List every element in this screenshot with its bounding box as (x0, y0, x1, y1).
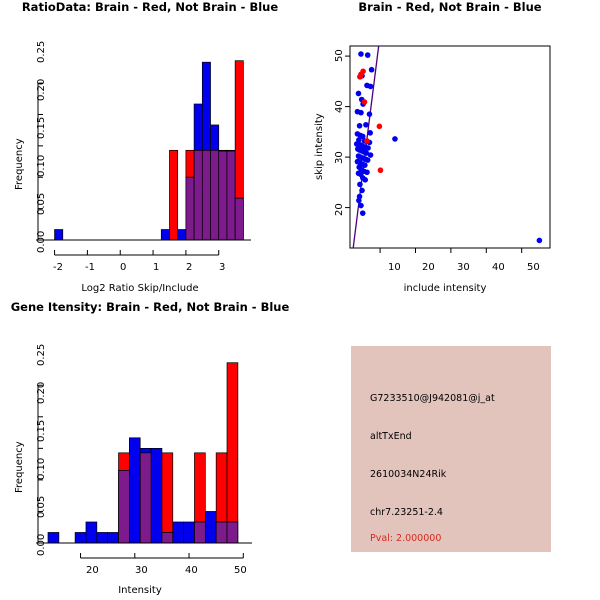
intensity-scatter-title: Brain - Red, Not Brain - Blue (358, 0, 542, 14)
ratio-ytick-4: 0.20 (36, 78, 47, 101)
ratio-histogram-title: RatioData: Brain - Red, Not Brain - Blue (21, 0, 279, 14)
gene-ytick-2: 0.10 (36, 457, 47, 480)
gene-xtick-2: 40 (185, 565, 198, 576)
scatter-ytick-2: 40 (334, 100, 345, 113)
ratio-ytick-1: 0.05 (36, 192, 47, 215)
intensity-scatter-plot (345, 45, 551, 253)
scatter-xtick-0: 10 (388, 262, 401, 273)
scatter-ytick-1: 30 (334, 151, 345, 164)
ratio-xtick-5: 3 (219, 262, 226, 273)
ratio-histogram-ylabel: Frequency (14, 138, 25, 190)
gene-ytick-5: 0.25 (36, 343, 47, 366)
ratio-ytick-3: 0.15 (36, 116, 47, 139)
ratio-xtick-4: 2 (186, 262, 193, 273)
gene-info-box: G7233510@J942081@j_at altTxEnd 2610034N2… (351, 346, 551, 552)
gene-intensity-xlabel: Intensity (118, 585, 162, 596)
scatter-ytick-3: 50 (334, 49, 345, 62)
gene-intensity-histogram-title: Gene Itensity: Brain - Red, Not Brain - … (10, 300, 290, 314)
ratio-histogram-panel: RatioData: Brain - Red, Not Brain - Blue… (0, 0, 300, 300)
info-gene-symbol: 2610034N24Rik (370, 469, 447, 480)
ratio-ytick-0: 0.00 (36, 230, 47, 253)
ratio-xtick-3: 1 (153, 262, 160, 273)
ratio-ytick-5: 0.25 (36, 40, 47, 63)
gene-xtick-1: 30 (135, 565, 148, 576)
intensity-scatter-ylabel: skip intensity (314, 113, 325, 180)
gene-ytick-3: 0.15 (36, 419, 47, 442)
ratio-xtick-2: 0 (120, 262, 127, 273)
ratio-xtick-1: -1 (85, 262, 95, 273)
intensity-scatter-xlabel: include intensity (403, 283, 487, 294)
gene-ytick-4: 0.20 (36, 381, 47, 404)
gene-xtick-0: 20 (86, 565, 99, 576)
gene-intensity-histogram-panel: Gene Itensity: Brain - Red, Not Brain - … (0, 300, 300, 600)
scatter-xtick-2: 30 (457, 262, 470, 273)
info-pval: Pval: 2.000000 (370, 533, 442, 544)
ratio-xtick-0: -2 (53, 262, 63, 273)
scatter-xtick-1: 20 (422, 262, 435, 273)
scatter-xtick-4: 50 (527, 262, 540, 273)
ratio-ytick-2: 0.10 (36, 154, 47, 177)
ratio-histogram-xlabel: Log2 Ratio Skip/Include (81, 283, 199, 294)
gene-xtick-3: 50 (234, 565, 247, 576)
scatter-ytick-0: 20 (334, 203, 345, 216)
gene-intensity-ylabel: Frequency (14, 441, 25, 493)
scatter-xtick-3: 40 (492, 262, 505, 273)
gene-ytick-1: 0.05 (36, 495, 47, 518)
intensity-scatter-panel: Brain - Red, Not Brain - Blue skip inten… (300, 0, 600, 300)
info-event-type: altTxEnd (370, 431, 412, 442)
gene-ytick-0: 0.00 (36, 533, 47, 556)
info-probeset-id: G7233510@J942081@j_at (370, 393, 495, 404)
info-chromosome-location: chr7.23251-2.4 (370, 507, 443, 518)
